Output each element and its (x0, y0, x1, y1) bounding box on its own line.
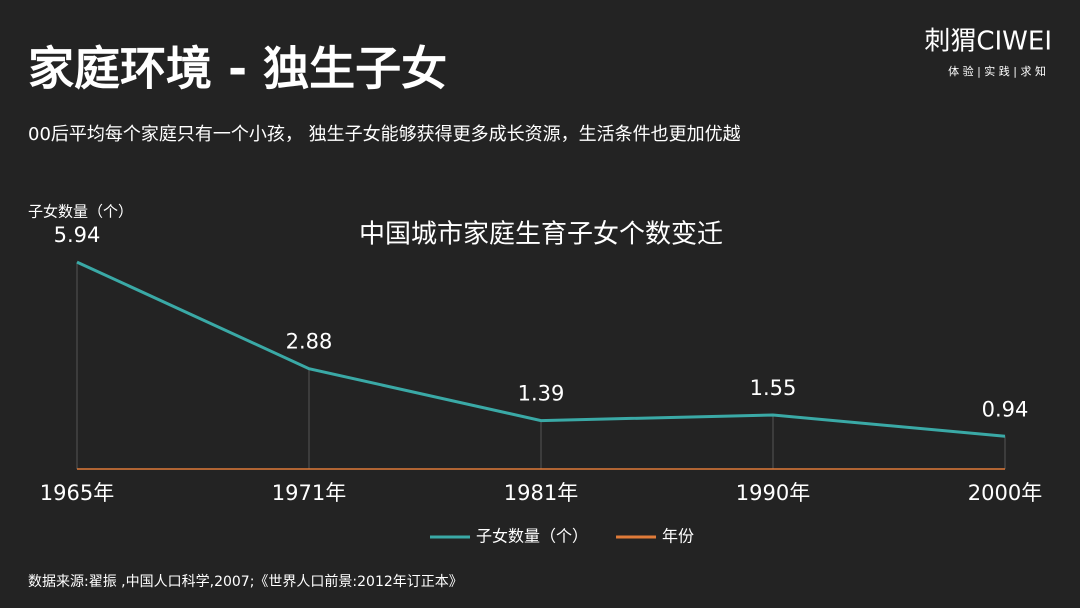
x-tick-label: 1981年 (504, 481, 578, 505)
data-label: 2.88 (286, 330, 333, 354)
legend-label: 年份 (662, 527, 694, 546)
subtitle: 00后平均每个家庭只有一个小孩， 独生子女能够获得更多成长资源，生活条件也更加优… (28, 124, 741, 145)
source: 数据来源:翟振 ,中国人口科学,2007;《世界人口前景:2012年订正本》 (28, 573, 463, 590)
series-line (76, 260, 1006, 438)
x-tick-label: 1965年 (40, 481, 114, 505)
slide-title: 家庭环境 - 独生子女 (28, 42, 447, 96)
y-axis-label: 子女数量（个） (28, 203, 133, 221)
data-label: 1.39 (518, 382, 565, 406)
tagline: 体 验 | 实 践 | 求 知 (948, 64, 1046, 78)
logo: 刺猬CIWEI (924, 27, 1052, 57)
legend-label: 子女数量（个） (476, 527, 588, 546)
data-label: 5.94 (54, 223, 101, 247)
x-tick-label: 2000年 (968, 481, 1042, 505)
x-tick-label: 1971年 (272, 481, 346, 505)
x-tick-label: 1990年 (736, 481, 810, 505)
chart-title: 中国城市家庭生育子女个数变迁 (359, 220, 723, 250)
data-label: 1.55 (750, 376, 797, 400)
data-label: 0.94 (982, 397, 1029, 421)
